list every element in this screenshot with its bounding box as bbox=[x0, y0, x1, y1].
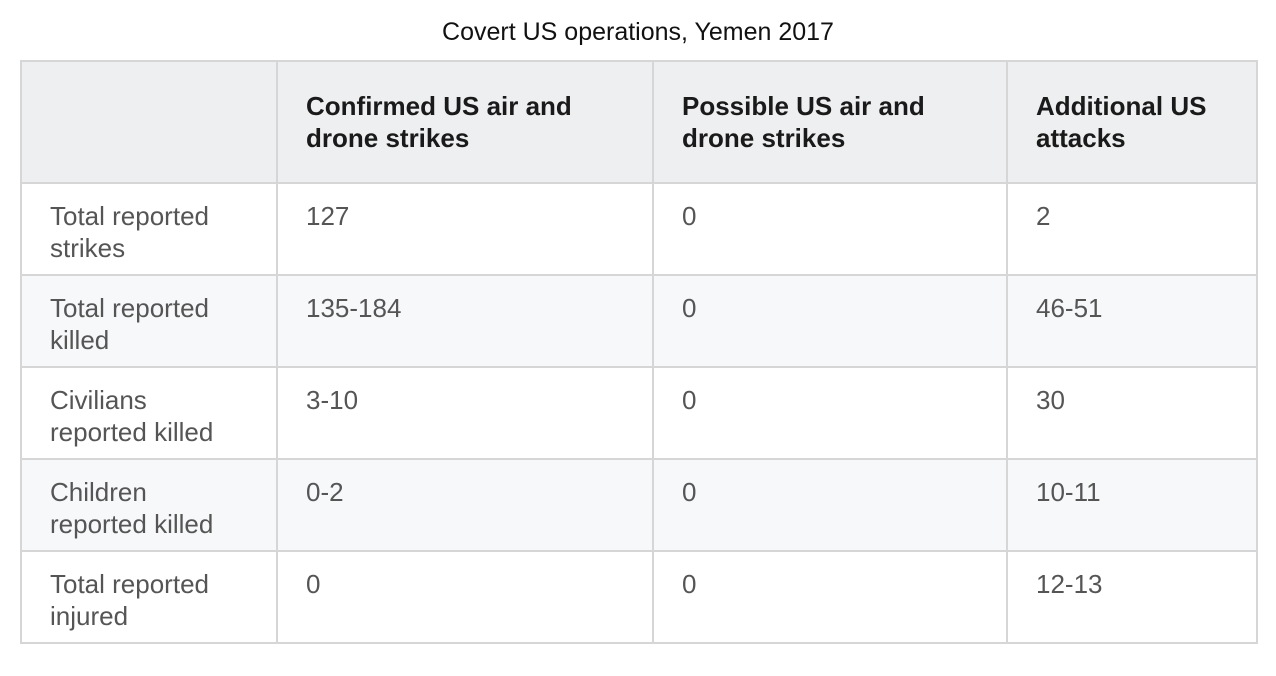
table-row: Total reported strikes 127 0 2 bbox=[20, 182, 1258, 276]
cell-confirmed: 3-10 bbox=[276, 366, 654, 460]
table-row: Children reported killed 0-2 0 10-11 bbox=[20, 458, 1258, 552]
cell-confirmed: 135-184 bbox=[276, 274, 654, 368]
header-confirmed-strikes: Confirmed US air and drone strikes bbox=[276, 60, 654, 184]
row-label: Total reported killed bbox=[20, 274, 278, 368]
header-possible-strikes: Possible US air and drone strikes bbox=[652, 60, 1008, 184]
row-label: Children reported killed bbox=[20, 458, 278, 552]
cell-additional: 46-51 bbox=[1006, 274, 1258, 368]
cell-confirmed: 0-2 bbox=[276, 458, 654, 552]
cell-possible: 0 bbox=[652, 366, 1008, 460]
cell-possible: 0 bbox=[652, 550, 1008, 644]
table-row: Total reported killed 135-184 0 46-51 bbox=[20, 274, 1258, 368]
table-title: Covert US operations, Yemen 2017 bbox=[442, 18, 834, 46]
cell-additional: 10-11 bbox=[1006, 458, 1258, 552]
cell-additional: 2 bbox=[1006, 182, 1258, 276]
header-additional-attacks: Additional US attacks bbox=[1006, 60, 1258, 184]
cell-possible: 0 bbox=[652, 182, 1008, 276]
cell-additional: 12-13 bbox=[1006, 550, 1258, 644]
header-row: Confirmed US air and drone strikes Possi… bbox=[20, 60, 1258, 184]
cell-confirmed: 0 bbox=[276, 550, 654, 644]
row-label: Civilians reported killed bbox=[20, 366, 278, 460]
cell-confirmed: 127 bbox=[276, 182, 654, 276]
row-label: Total reported strikes bbox=[20, 182, 278, 276]
cell-possible: 0 bbox=[652, 274, 1008, 368]
cell-additional: 30 bbox=[1006, 366, 1258, 460]
cell-possible: 0 bbox=[652, 458, 1008, 552]
data-table: Confirmed US air and drone strikes Possi… bbox=[20, 60, 1258, 644]
table-row: Total reported injured 0 0 12-13 bbox=[20, 550, 1258, 644]
row-label: Total reported injured bbox=[20, 550, 278, 644]
header-cell-empty bbox=[20, 60, 278, 184]
table-row: Civilians reported killed 3-10 0 30 bbox=[20, 366, 1258, 460]
